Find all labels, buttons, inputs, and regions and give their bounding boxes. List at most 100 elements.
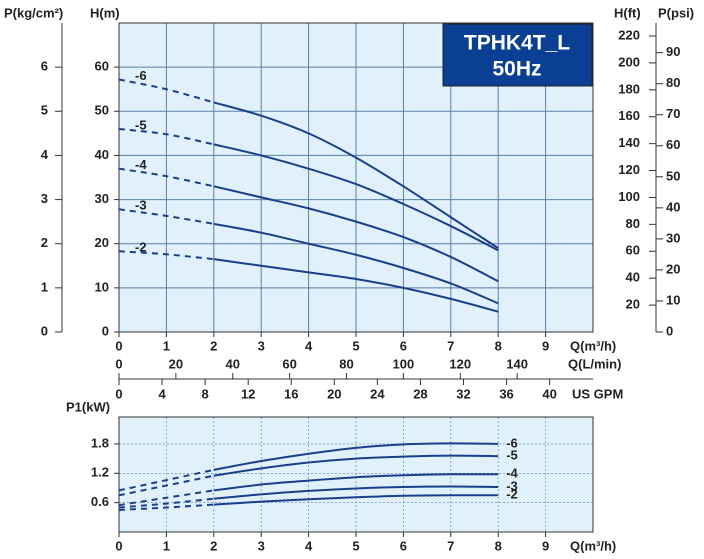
curve <box>213 258 499 313</box>
axis-tick-label: 160 <box>618 108 640 123</box>
axis-tick-label: 80 <box>626 216 640 231</box>
curve <box>213 185 499 283</box>
x-tick-label: 9 <box>542 538 549 553</box>
curve <box>118 489 214 507</box>
axis-tick-label: 8 <box>202 386 209 401</box>
axis-tick-label: 70 <box>666 106 680 121</box>
series-label: -4 <box>506 466 518 481</box>
x-tick-label: 1 <box>163 338 170 353</box>
axis-tick-label: 20 <box>626 297 640 312</box>
axis-tick-label: 10 <box>666 292 680 307</box>
curve <box>118 127 215 146</box>
x-tick-label: 4 <box>305 338 313 353</box>
axis-tick-label: 20 <box>666 261 680 276</box>
axis-tick-label: 20 <box>169 356 183 371</box>
axis-label: H(ft) <box>614 5 641 20</box>
axis-tick-label: 140 <box>618 135 640 150</box>
curve <box>118 468 215 492</box>
plot-border <box>118 22 594 333</box>
axis-tick-label: 20 <box>327 386 341 401</box>
axis-tick-label: 28 <box>413 386 427 401</box>
y-tick-label: 40 <box>95 147 109 162</box>
x-tick-label: 8 <box>495 338 502 353</box>
axis-tick-label: 40 <box>226 356 240 371</box>
y-tick-label: 60 <box>95 59 109 74</box>
curve <box>118 250 214 261</box>
axis-tick-label: 40 <box>666 199 680 214</box>
axis-tick-label: 180 <box>618 81 640 96</box>
x-tick-label: 5 <box>352 538 359 553</box>
x-tick-label: 3 <box>258 538 265 553</box>
y-axis-label: H(m) <box>90 5 120 20</box>
axis-tick-label: 0 <box>115 356 122 371</box>
y-tick-label: 0.6 <box>91 494 109 509</box>
axis-label: Q(L/min) <box>568 356 621 371</box>
series-label: -6 <box>135 68 147 83</box>
axis-label: P(psi) <box>658 5 694 20</box>
axis-tick-label: 90 <box>666 44 680 59</box>
axis-tick-label: 120 <box>449 356 471 371</box>
axis-tick-label: 4 <box>158 386 166 401</box>
axis-tick-label: 1 <box>41 279 48 294</box>
axis-tick-label: 24 <box>370 386 385 401</box>
y-tick-label: 10 <box>95 279 109 294</box>
axis-tick-label: 40 <box>626 270 640 285</box>
x-axis-label: Q(m³/h) <box>570 538 616 553</box>
chart-subtitle: 50Hz <box>492 58 541 81</box>
curve <box>213 454 499 477</box>
series-label: -3 <box>135 198 147 213</box>
axis-tick-label: 120 <box>618 162 640 177</box>
x-tick-label: 0 <box>115 538 122 553</box>
axis-tick-label: 36 <box>499 386 513 401</box>
axis-tick-label: 80 <box>339 356 353 371</box>
series-label: -5 <box>135 117 147 132</box>
y-tick-label: 50 <box>95 103 109 118</box>
y-tick-label: 20 <box>95 235 109 250</box>
axis-tick-label: 2 <box>41 235 48 250</box>
x-tick-label: 2 <box>210 538 217 553</box>
axis-tick-label: 5 <box>41 103 48 118</box>
axis-tick-label: 200 <box>618 54 640 69</box>
axis-tick-label: 140 <box>506 356 528 371</box>
axis-tick-label: 60 <box>282 356 296 371</box>
axis-tick-label: 100 <box>393 356 415 371</box>
series-label: -5 <box>506 448 518 463</box>
x-tick-label: 7 <box>447 338 454 353</box>
axis-tick-label: 100 <box>618 189 640 204</box>
curve <box>118 208 214 225</box>
axis-tick-label: 12 <box>241 386 255 401</box>
y-tick-label: 0 <box>102 323 109 338</box>
axis-tick-label: 6 <box>41 59 48 74</box>
axis-tick-label: 40 <box>542 386 556 401</box>
curve <box>213 442 499 471</box>
series-label: -3 <box>506 478 518 493</box>
x-tick-label: 6 <box>400 538 407 553</box>
x-tick-label: 5 <box>352 338 359 353</box>
plot-border <box>118 416 594 533</box>
axis-tick-label: 30 <box>666 230 680 245</box>
axis-label: US GPM <box>572 386 623 401</box>
axis-tick-label: 50 <box>666 168 680 183</box>
series-label: -4 <box>135 157 147 172</box>
curve <box>213 101 499 249</box>
chart-title: TPHK4T_L <box>464 32 570 55</box>
axis-tick-label: 16 <box>284 386 298 401</box>
x-tick-label: 6 <box>400 338 407 353</box>
curve <box>213 222 499 305</box>
curve <box>118 474 215 497</box>
series-label: -2 <box>506 487 518 502</box>
curve <box>213 143 499 252</box>
axis-tick-label: 0 <box>41 323 48 338</box>
curve <box>213 485 499 500</box>
title-box <box>442 23 593 87</box>
curve <box>118 78 215 104</box>
series-label: -2 <box>135 240 147 255</box>
x-tick-label: 2 <box>210 338 217 353</box>
y-tick-label: 30 <box>95 191 109 206</box>
axis-tick-label: 3 <box>41 191 48 206</box>
y-tick-label: 1.8 <box>91 435 109 450</box>
curve <box>118 503 214 511</box>
y-tick-label: 1.2 <box>91 465 109 480</box>
axis-tick-label: 0 <box>666 323 673 338</box>
x-tick-label: 7 <box>447 538 454 553</box>
